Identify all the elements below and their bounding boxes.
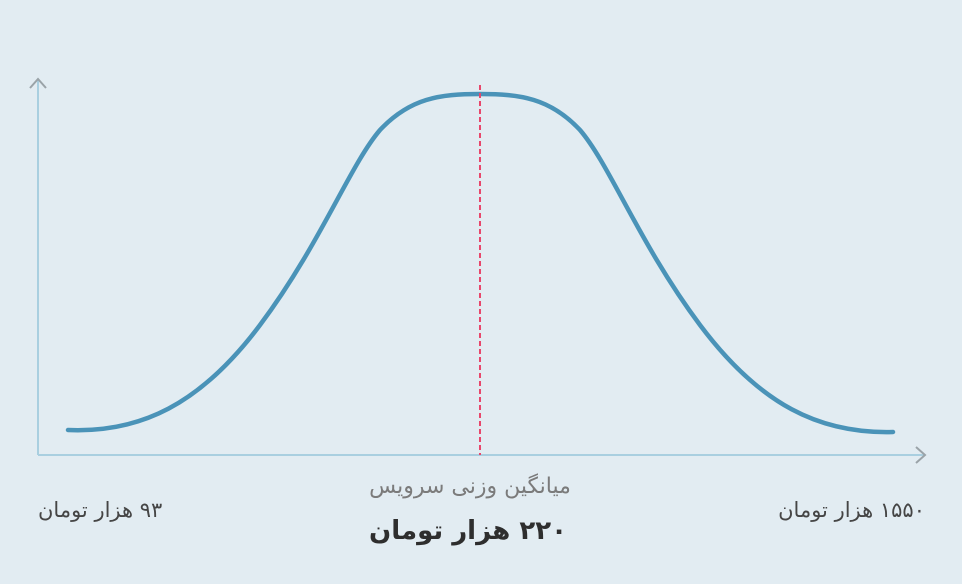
y-arrow: [29, 77, 47, 89]
mean-value: ۲۲۰ هزار تومان: [369, 516, 567, 546]
max-price: ۱۵۵۰ هزار تومان: [778, 498, 925, 522]
x-arrow: [915, 446, 927, 464]
min-price: ۹۳ هزار تومان: [38, 498, 163, 522]
mean-caption: میانگین وزنی سرویس: [369, 474, 571, 499]
